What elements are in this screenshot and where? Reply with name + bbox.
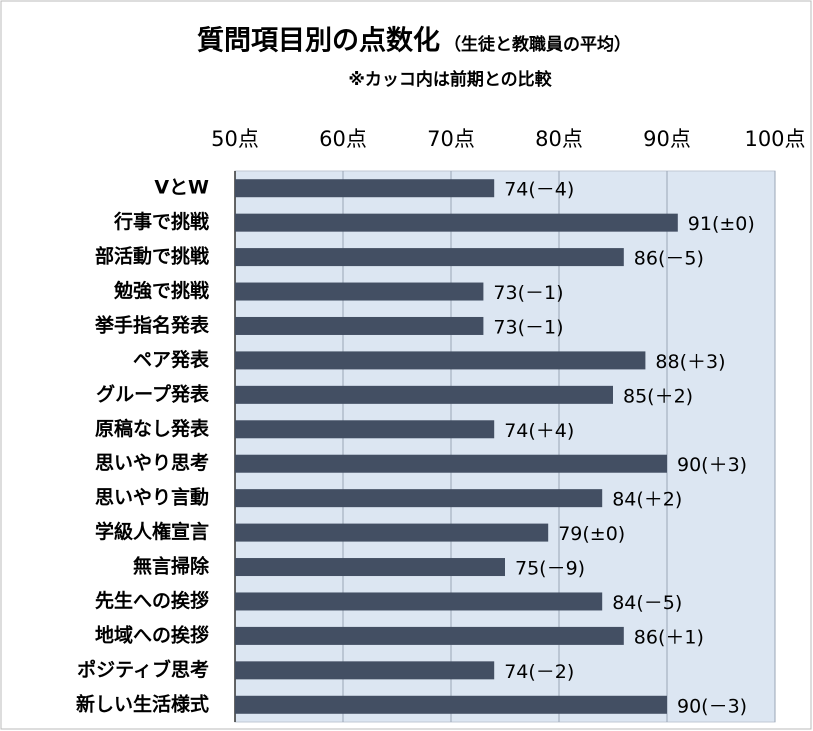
data-label: 90(－3) [677,695,747,717]
y-tick-label: ポジティブ思考 [77,658,209,681]
data-label: 85(＋2) [623,385,693,407]
bar [235,351,646,370]
y-tick-label: 学級人権宣言 [95,520,209,543]
data-label: 86(－5) [634,248,704,270]
data-label: 84(＋2) [612,489,682,511]
x-tick-label: 70点 [427,127,475,151]
y-tick-label: 部活動で挑戦 [95,245,209,268]
data-label: 91(±0) [688,213,755,235]
data-label: 79(±0) [558,523,625,545]
y-tick-label: グループ発表 [96,382,210,405]
bar [235,558,505,577]
x-tick-label: 90点 [643,127,691,151]
data-label: 84(－5) [612,592,682,614]
bar [235,316,484,335]
y-tick-label: ペア発表 [133,348,210,371]
y-tick-label: 原稿なし発表 [95,417,210,440]
y-tick-label: 先生への挨拶 [95,589,209,612]
bar [235,592,603,611]
data-label: 73(－1) [493,316,563,338]
data-label: 75(－9) [515,558,585,580]
bar [235,661,495,680]
data-label: 73(－1) [493,282,563,304]
y-tick-label: 新しい生活様式 [76,692,209,715]
y-tick-label: 勉強で挑戦 [113,279,209,302]
y-tick-label: 思いやり思考 [95,452,209,474]
x-tick-label: 80点 [535,127,583,151]
y-tick-label: 思いやり言動 [95,486,209,509]
chart-subtitle: （生徒と教職員の平均） [444,34,631,55]
bar [235,385,613,404]
bar [235,420,495,439]
y-tick-label: 地域への挨拶 [95,623,209,646]
x-tick-label: 50点 [211,127,259,151]
y-tick-label: 挙手指名発表 [94,313,210,336]
x-tick-label: 100点 [744,127,805,151]
bar [235,179,495,198]
bar [235,213,678,232]
data-label: 88(＋3) [655,351,725,373]
bar [235,248,624,267]
bar [235,626,624,645]
bar [235,282,484,301]
y-tick-label: 行事で挑戦 [113,210,209,233]
chart-note: ※カッコ内は前期との比較 [348,69,552,90]
data-label: 74(－2) [504,661,574,683]
bar [235,695,667,714]
y-tick-label: 無言掃除 [133,555,210,578]
data-label: 90(＋3) [677,454,747,476]
bar [235,454,667,473]
data-label: 74(－4) [504,179,574,201]
data-label: 74(＋4) [504,420,574,442]
chart-title: 質問項目別の点数化 [197,26,440,57]
bar [235,489,603,508]
x-tick-label: 60点 [319,127,367,151]
data-label: 86(＋1) [634,626,704,648]
bar [235,523,549,542]
y-tick-label: VとW [154,177,209,199]
